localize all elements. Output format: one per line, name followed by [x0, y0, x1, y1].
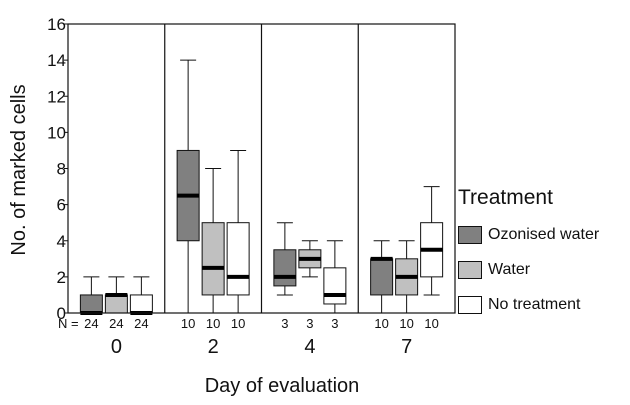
x-tick-label: 0 [111, 336, 122, 358]
x-tick-label: 4 [304, 336, 315, 358]
x-axis-label: Day of evaluation [205, 375, 360, 397]
legend-item: Ozonised water [458, 224, 628, 246]
sample-size-label: 10 [399, 316, 413, 331]
legend-label: No treatment [488, 296, 581, 313]
sample-size-label: 10 [424, 316, 438, 331]
legend-swatch [458, 261, 482, 279]
y-tick-label: 12 [47, 87, 66, 106]
y-tick-label: 0 [57, 304, 66, 323]
y-tick-label: 6 [57, 196, 66, 215]
n-prefix: N = [58, 316, 79, 331]
sample-size-label: 10 [181, 316, 195, 331]
x-axis-tick-labels: 0 2 4 7 [111, 336, 412, 358]
legend: Treatment Ozonised water Water No treatmen… [458, 186, 628, 329]
box-iqr [129, 294, 153, 314]
box-iqr [370, 258, 394, 296]
box-iqr [104, 294, 128, 314]
sample-size-label: 10 [374, 316, 388, 331]
y-axis-label: No. of marked cells [8, 84, 30, 255]
y-tick-label: 8 [57, 160, 66, 179]
legend-label: Ozonised water [488, 226, 600, 243]
box-iqr [201, 222, 225, 296]
sample-size-label: 10 [206, 316, 220, 331]
legend-swatch [458, 296, 482, 314]
legend-label: Water [488, 261, 531, 278]
legend-swatch [458, 226, 482, 244]
sample-size-label: 10 [231, 316, 245, 331]
sample-size-label: 24 [109, 316, 123, 331]
sample-size-label: 24 [84, 316, 98, 331]
box-iqr [79, 294, 103, 314]
y-axis-ticks: 0 2 4 6 8 10 12 14 16 [47, 15, 68, 323]
x-tick-label: 7 [401, 336, 412, 358]
sample-size-label: 3 [331, 316, 338, 331]
box-iqr [323, 267, 347, 305]
legend-item: Water [458, 259, 628, 281]
sample-size-label: 3 [306, 316, 313, 331]
y-tick-label: 4 [57, 232, 66, 251]
x-tick-label: 2 [208, 336, 219, 358]
y-tick-label: 10 [47, 123, 66, 142]
sample-size-labels: 24 10 3 10 24 10 3 10 24 10 3 10 [84, 316, 439, 331]
legend-title: Treatment [458, 186, 553, 209]
legend-item: No treatment [458, 294, 628, 316]
y-tick-label: 16 [47, 15, 66, 34]
plot-frame [67, 23, 456, 314]
sample-size-label: 24 [134, 316, 148, 331]
day-group-dividers [164, 24, 359, 313]
box-iqr [273, 249, 297, 287]
box-iqr [226, 222, 250, 296]
y-tick-label: 14 [47, 51, 66, 70]
sample-size-label: 3 [281, 316, 288, 331]
y-tick-label: 2 [57, 268, 66, 287]
legend-items: Ozonised water Water No treatment [458, 224, 628, 316]
